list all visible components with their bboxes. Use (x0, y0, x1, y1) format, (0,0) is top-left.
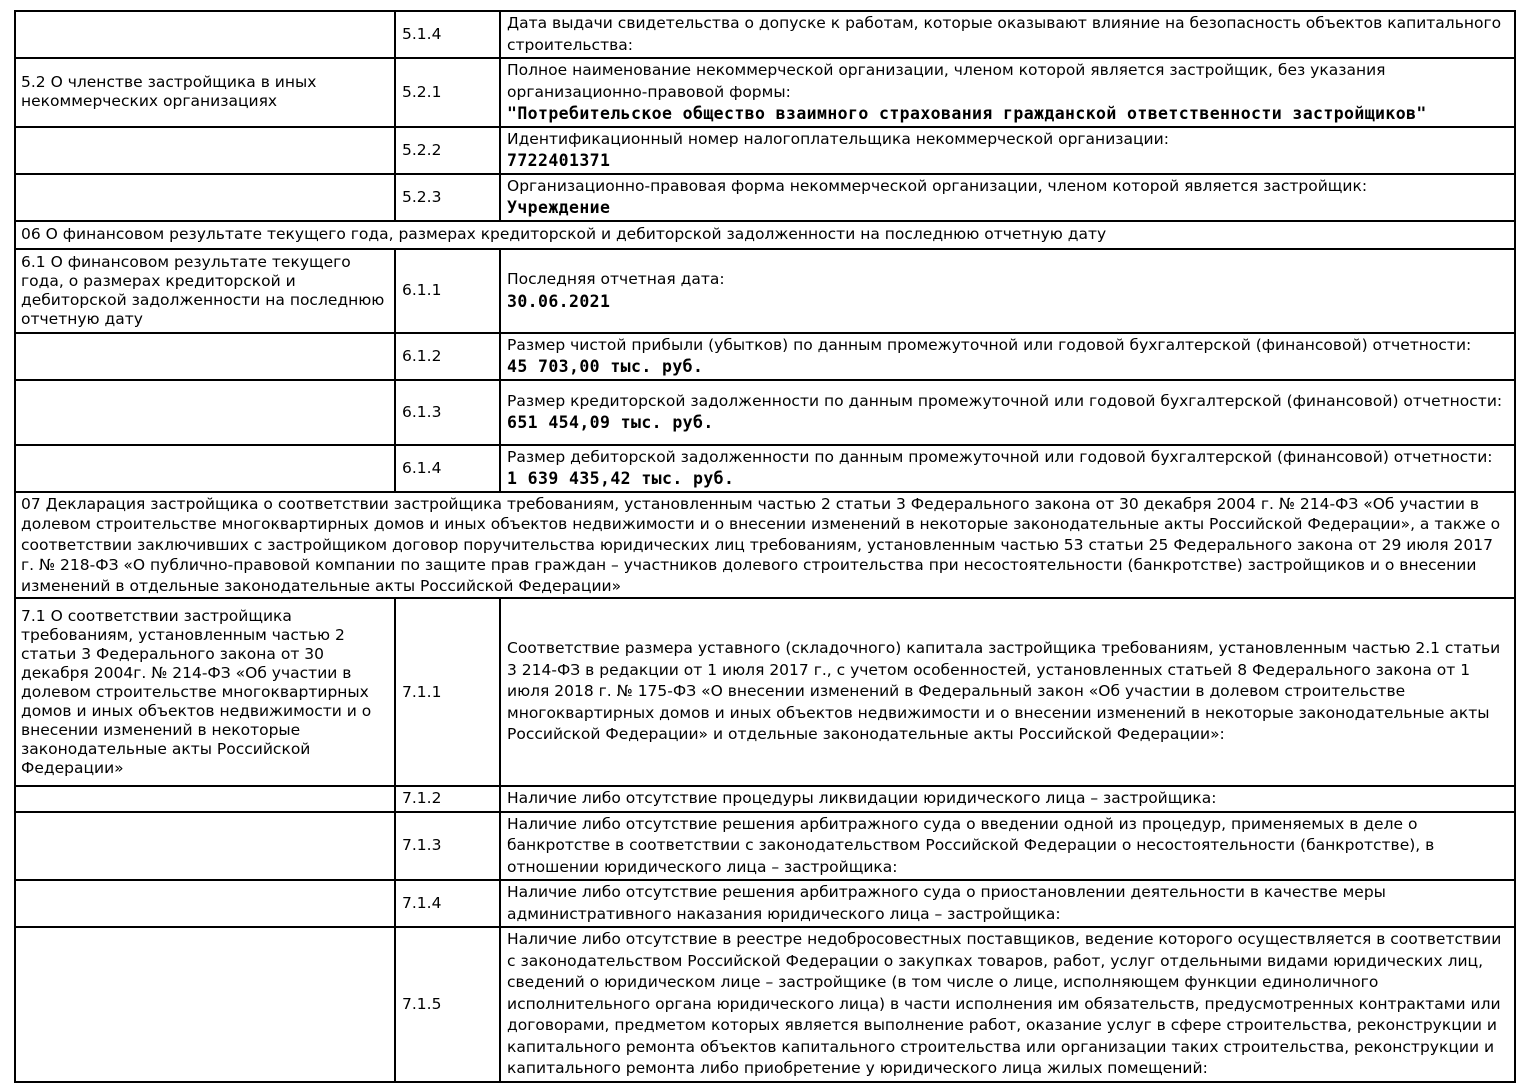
field-label: Наличие либо отсутствие решения арбитраж… (507, 883, 1386, 923)
table-row: 5.2.3 Организационно-правовая форма неком… (14, 172, 1516, 222)
item-number-cell: 7.1.2 (394, 785, 501, 813)
subsection-title-cell (14, 331, 396, 381)
item-content-cell: Последняя отчетная дата: 30.06.2021 (499, 247, 1516, 334)
item-number-cell: 5.1.4 (394, 10, 501, 59)
subsection-title-cell (14, 10, 396, 59)
table-row: 7.1.2 Наличие либо отсутствие процедуры л… (14, 785, 1516, 813)
subsection-title-cell: 6.1 О финансовом результате текущего год… (14, 247, 396, 334)
item-number-cell: 6.1.3 (394, 378, 501, 446)
table-row: 7.1.5 Наличие либо отсутствие в реестре н… (14, 926, 1516, 1083)
subsection-title-cell (14, 810, 396, 881)
section-header: 06 О финансовом результате текущего года… (14, 219, 1516, 250)
item-content-cell: Размер кредиторской задолженности по дан… (499, 378, 1516, 446)
item-content-cell: Идентификационный номер налогоплательщик… (499, 125, 1516, 175)
subsection-title-cell (14, 443, 396, 493)
item-number-cell: 7.1.3 (394, 810, 501, 881)
table-row: 6.1 О финансовом результате текущего год… (14, 247, 1516, 334)
subsection-title-cell (14, 125, 396, 175)
field-label: Последняя отчетная дата: (507, 270, 725, 288)
field-value: 30.06.2021 (507, 291, 611, 311)
table-row: 5.1.4 Дата выдачи свидетельства о допуске… (14, 10, 1516, 59)
item-number-cell: 5.2.2 (394, 125, 501, 175)
item-number-cell: 7.1.5 (394, 926, 501, 1083)
field-value: "Потребительское общество взаимного стра… (507, 104, 1427, 123)
item-number-cell: 7.1.1 (394, 597, 501, 787)
item-number-cell: 7.1.4 (394, 879, 501, 928)
table-row: 7.1 О соответствии застройщика требовани… (14, 597, 1516, 787)
field-value: 651 454,09 тыс. руб. (507, 413, 714, 432)
field-label: Наличие либо отсутствие в реестре недобр… (507, 930, 1502, 1077)
field-label: Соответствие размера уставного (складочн… (507, 639, 1501, 744)
field-label: Организационно-правовая форма некоммерче… (507, 176, 1368, 195)
field-label: Идентификационный номер налогоплательщик… (507, 129, 1169, 148)
table-row: 6.1.2 Размер чистой прибыли (убытков) по … (14, 331, 1516, 381)
item-content-cell: Дата выдачи свидетельства о допуске к ра… (499, 10, 1516, 59)
item-content-cell: Организационно-правовая форма некоммерче… (499, 172, 1516, 222)
item-number-cell: 5.2.1 (394, 57, 501, 128)
item-number-cell: 5.2.3 (394, 172, 501, 222)
table-row: 5.2.2 Идентификационный номер налогоплате… (14, 125, 1516, 175)
field-value: 1 639 435,42 тыс. руб. (507, 469, 735, 488)
declaration-table: 5.1.4 Дата выдачи свидетельства о допуске… (14, 10, 1516, 1083)
subsection-title-cell (14, 378, 396, 446)
field-value: 7722401371 (507, 151, 611, 170)
subsection-title-cell (14, 926, 396, 1083)
section-header: 07 Декларация застройщика о соответствии… (14, 490, 1516, 599)
section-header-row: 07 Декларация застройщика о соответствии… (14, 490, 1516, 599)
item-number-cell: 6.1.2 (394, 331, 501, 381)
item-content-cell: Размер дебиторской задолженности по данн… (499, 443, 1516, 493)
item-content-cell: Наличие либо отсутствие решения арбитраж… (499, 879, 1516, 928)
table-row: 7.1.4 Наличие либо отсутствие решения арб… (14, 879, 1516, 928)
subsection-title-cell: 7.1 О соответствии застройщика требовани… (14, 597, 396, 787)
field-label: Размер дебиторской задолженности по данн… (507, 447, 1493, 466)
table-body: 5.1.4 Дата выдачи свидетельства о допуске… (14, 10, 1516, 1083)
item-content-cell: Размер чистой прибыли (убытков) по данны… (499, 331, 1516, 381)
item-content-cell: Соответствие размера уставного (складочн… (499, 597, 1516, 787)
table-row: 6.1.4 Размер дебиторской задолженности по… (14, 443, 1516, 493)
item-content-cell: Наличие либо отсутствие процедуры ликвид… (499, 785, 1516, 813)
table-row: 5.2 О членстве застройщика в иных некомм… (14, 57, 1516, 128)
subsection-title-cell: 5.2 О членстве застройщика в иных некомм… (14, 57, 396, 128)
field-label: Полное наименование некоммерческой орган… (507, 61, 1386, 101)
field-label: Наличие либо отсутствие решения арбитраж… (507, 814, 1435, 876)
field-value: 45 703,00 тыс. руб. (507, 357, 704, 376)
subsection-title-cell (14, 879, 396, 928)
field-label: Размер чистой прибыли (убытков) по данны… (507, 335, 1472, 354)
section-header-row: 06 О финансовом результате текущего года… (14, 219, 1516, 250)
table-row: 7.1.3 Наличие либо отсутствие решения арб… (14, 810, 1516, 881)
item-content-cell: Наличие либо отсутствие решения арбитраж… (499, 810, 1516, 881)
field-value: Учреждение (507, 198, 611, 217)
item-content-cell: Полное наименование некоммерческой орган… (499, 57, 1516, 128)
item-number-cell: 6.1.4 (394, 443, 501, 493)
field-label: Наличие либо отсутствие процедуры ликвид… (507, 789, 1217, 807)
subsection-title-cell (14, 172, 396, 222)
field-label: Размер кредиторской задолженности по дан… (507, 391, 1503, 410)
field-label: Дата выдачи свидетельства о допуске к ра… (507, 14, 1502, 54)
item-number-cell: 6.1.1 (394, 247, 501, 334)
table-row: 6.1.3 Размер кредиторской задолженности п… (14, 378, 1516, 446)
subsection-title-cell (14, 785, 396, 813)
item-content-cell: Наличие либо отсутствие в реестре недобр… (499, 926, 1516, 1083)
